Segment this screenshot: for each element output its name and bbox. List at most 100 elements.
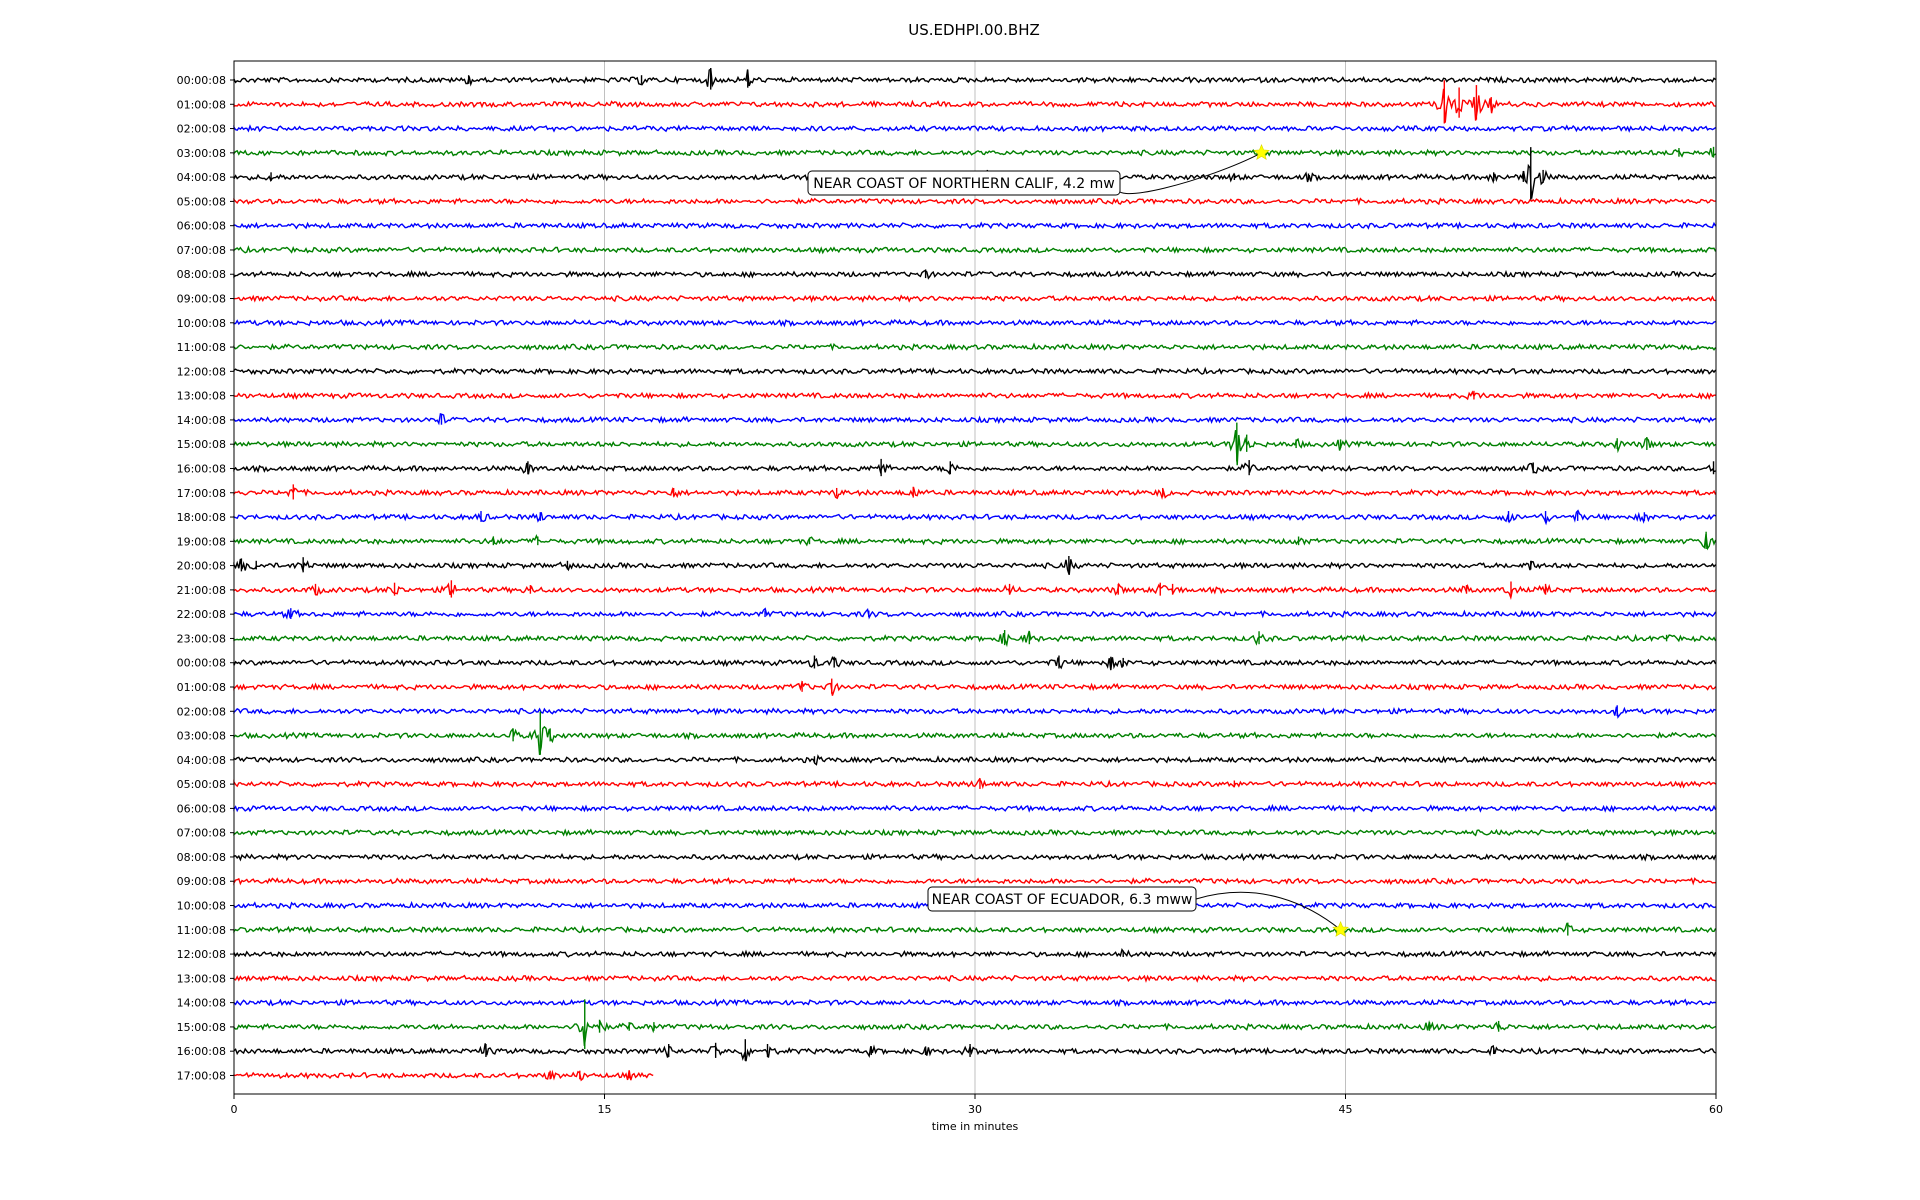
trace-35 bbox=[233, 922, 1717, 935]
trace-5 bbox=[233, 196, 1716, 206]
y-tick-labels: 00:00:08 01:00:08 02:00:08 03:00:08 04:00:08… bbox=[177, 74, 234, 1082]
y-tick-label-10: 10:00:08 bbox=[177, 317, 226, 330]
annotation-label-1: NEAR COAST OF ECUADOR, 6.3 mww bbox=[932, 892, 1193, 908]
trace-25 bbox=[233, 680, 1717, 696]
y-tick-label-24: 00:00:08 bbox=[177, 657, 226, 670]
trace-8 bbox=[233, 269, 1716, 280]
x-tick-label-3: 45 bbox=[1339, 1103, 1353, 1116]
y-tick-label-4: 04:00:08 bbox=[177, 171, 226, 184]
y-tick-label-34: 10:00:08 bbox=[177, 900, 226, 913]
y-tick-label-15: 15:00:08 bbox=[177, 438, 226, 451]
y-tick-label-11: 11:00:08 bbox=[177, 341, 226, 354]
y-tick-label-5: 05:00:08 bbox=[177, 195, 226, 208]
trace-33 bbox=[233, 877, 1716, 886]
trace-39 bbox=[233, 1020, 1716, 1047]
y-tick-label-39: 15:00:08 bbox=[177, 1021, 226, 1034]
x-axis-ticks: 0 15 30 45 60 bbox=[231, 1094, 1723, 1116]
trace-26 bbox=[233, 706, 1716, 719]
y-tick-label-27: 03:00:08 bbox=[177, 730, 226, 743]
trace-1 bbox=[233, 88, 1716, 123]
y-tick-label-35: 11:00:08 bbox=[177, 924, 226, 937]
trace-40 bbox=[233, 1043, 1716, 1062]
y-tick-label-37: 13:00:08 bbox=[177, 972, 226, 985]
y-tick-label-26: 02:00:08 bbox=[177, 705, 226, 718]
y-tick-label-28: 04:00:08 bbox=[177, 754, 226, 767]
trace-36 bbox=[233, 948, 1717, 959]
y-tick-label-32: 08:00:08 bbox=[177, 851, 226, 864]
y-tick-label-29: 05:00:08 bbox=[177, 778, 226, 791]
y-tick-label-13: 13:00:08 bbox=[177, 390, 226, 403]
x-axis-label: time in minutes bbox=[932, 1120, 1019, 1133]
x-tick-label-1: 15 bbox=[598, 1103, 612, 1116]
trace-16 bbox=[233, 462, 1716, 475]
trace-30 bbox=[233, 803, 1717, 813]
trace-38 bbox=[233, 998, 1716, 1008]
y-tick-label-2: 02:00:08 bbox=[177, 123, 226, 136]
trace-17 bbox=[233, 486, 1717, 500]
y-tick-label-19: 19:00:08 bbox=[177, 535, 226, 548]
event-annotations: NEAR COAST OF NORTHERN CALIF, 4.2 mw NEAR… bbox=[807, 144, 1349, 937]
y-tick-label-31: 07:00:08 bbox=[177, 827, 226, 840]
y-tick-label-40: 16:00:08 bbox=[177, 1045, 226, 1058]
trace-24 bbox=[233, 655, 1717, 671]
y-tick-label-6: 06:00:08 bbox=[177, 220, 226, 233]
trace-21 bbox=[233, 582, 1717, 601]
trace-22 bbox=[233, 607, 1717, 620]
y-tick-label-3: 03:00:08 bbox=[177, 147, 226, 160]
y-tick-label-16: 16:00:08 bbox=[177, 462, 226, 475]
y-tick-label-0: 00:00:08 bbox=[177, 74, 226, 87]
y-tick-label-23: 23:00:08 bbox=[177, 632, 226, 645]
trace-20 bbox=[233, 558, 1717, 576]
trace-9 bbox=[233, 294, 1716, 303]
y-tick-label-33: 09:00:08 bbox=[177, 875, 226, 888]
y-tick-label-12: 12:00:08 bbox=[177, 365, 226, 378]
trace-27 bbox=[233, 725, 1717, 756]
y-tick-label-14: 14:00:08 bbox=[177, 414, 226, 427]
y-tick-label-36: 12:00:08 bbox=[177, 948, 226, 961]
y-tick-label-20: 20:00:08 bbox=[177, 560, 226, 573]
annotation-label-0: NEAR COAST OF NORTHERN CALIF, 4.2 mw bbox=[813, 176, 1114, 192]
y-tick-label-22: 22:00:08 bbox=[177, 608, 226, 621]
y-tick-label-1: 01:00:08 bbox=[177, 98, 226, 111]
y-tick-label-9: 09:00:08 bbox=[177, 293, 226, 306]
y-tick-label-21: 21:00:08 bbox=[177, 584, 226, 597]
y-tick-label-8: 08:00:08 bbox=[177, 268, 226, 281]
trace-14 bbox=[233, 412, 1716, 426]
trace-15 bbox=[233, 429, 1717, 466]
trace-41 bbox=[233, 1069, 654, 1082]
y-tick-label-18: 18:00:08 bbox=[177, 511, 226, 524]
trace-31 bbox=[233, 828, 1716, 838]
trace-11 bbox=[233, 342, 1717, 352]
trace-19 bbox=[233, 533, 1717, 551]
trace-2 bbox=[233, 124, 1717, 133]
trace-10 bbox=[233, 318, 1716, 328]
trace-37 bbox=[233, 973, 1716, 983]
y-tick-label-7: 07:00:08 bbox=[177, 244, 226, 257]
annotation-connector-1 bbox=[1195, 891, 1341, 931]
y-tick-label-17: 17:00:08 bbox=[177, 487, 226, 500]
plot-frame bbox=[233, 60, 1717, 1095]
trace-0 bbox=[233, 68, 1717, 88]
trace-32 bbox=[233, 852, 1717, 862]
grid-lines bbox=[604, 61, 1346, 1094]
chart-title: US.EDHPI.00.BHZ bbox=[908, 21, 1040, 39]
event-star-icon-1 bbox=[1332, 921, 1349, 937]
trace-6 bbox=[233, 221, 1717, 231]
trace-28 bbox=[233, 754, 1716, 766]
trace-29 bbox=[233, 777, 1717, 790]
y-tick-label-25: 01:00:08 bbox=[177, 681, 226, 694]
trace-23 bbox=[233, 630, 1717, 648]
y-tick-label-38: 14:00:08 bbox=[177, 997, 226, 1010]
trace-13 bbox=[233, 390, 1716, 401]
event-star-icon-0 bbox=[1253, 144, 1270, 160]
x-tick-label-0: 0 bbox=[231, 1103, 238, 1116]
y-tick-label-41: 17:00:08 bbox=[177, 1069, 226, 1082]
trace-12 bbox=[233, 366, 1717, 376]
trace-3 bbox=[233, 148, 1716, 158]
x-tick-label-2: 30 bbox=[968, 1103, 982, 1116]
trace-7 bbox=[233, 245, 1717, 255]
annotation-box-0 bbox=[807, 170, 1121, 196]
y-tick-label-30: 06:00:08 bbox=[177, 802, 226, 815]
annotation-box-1 bbox=[927, 886, 1197, 912]
